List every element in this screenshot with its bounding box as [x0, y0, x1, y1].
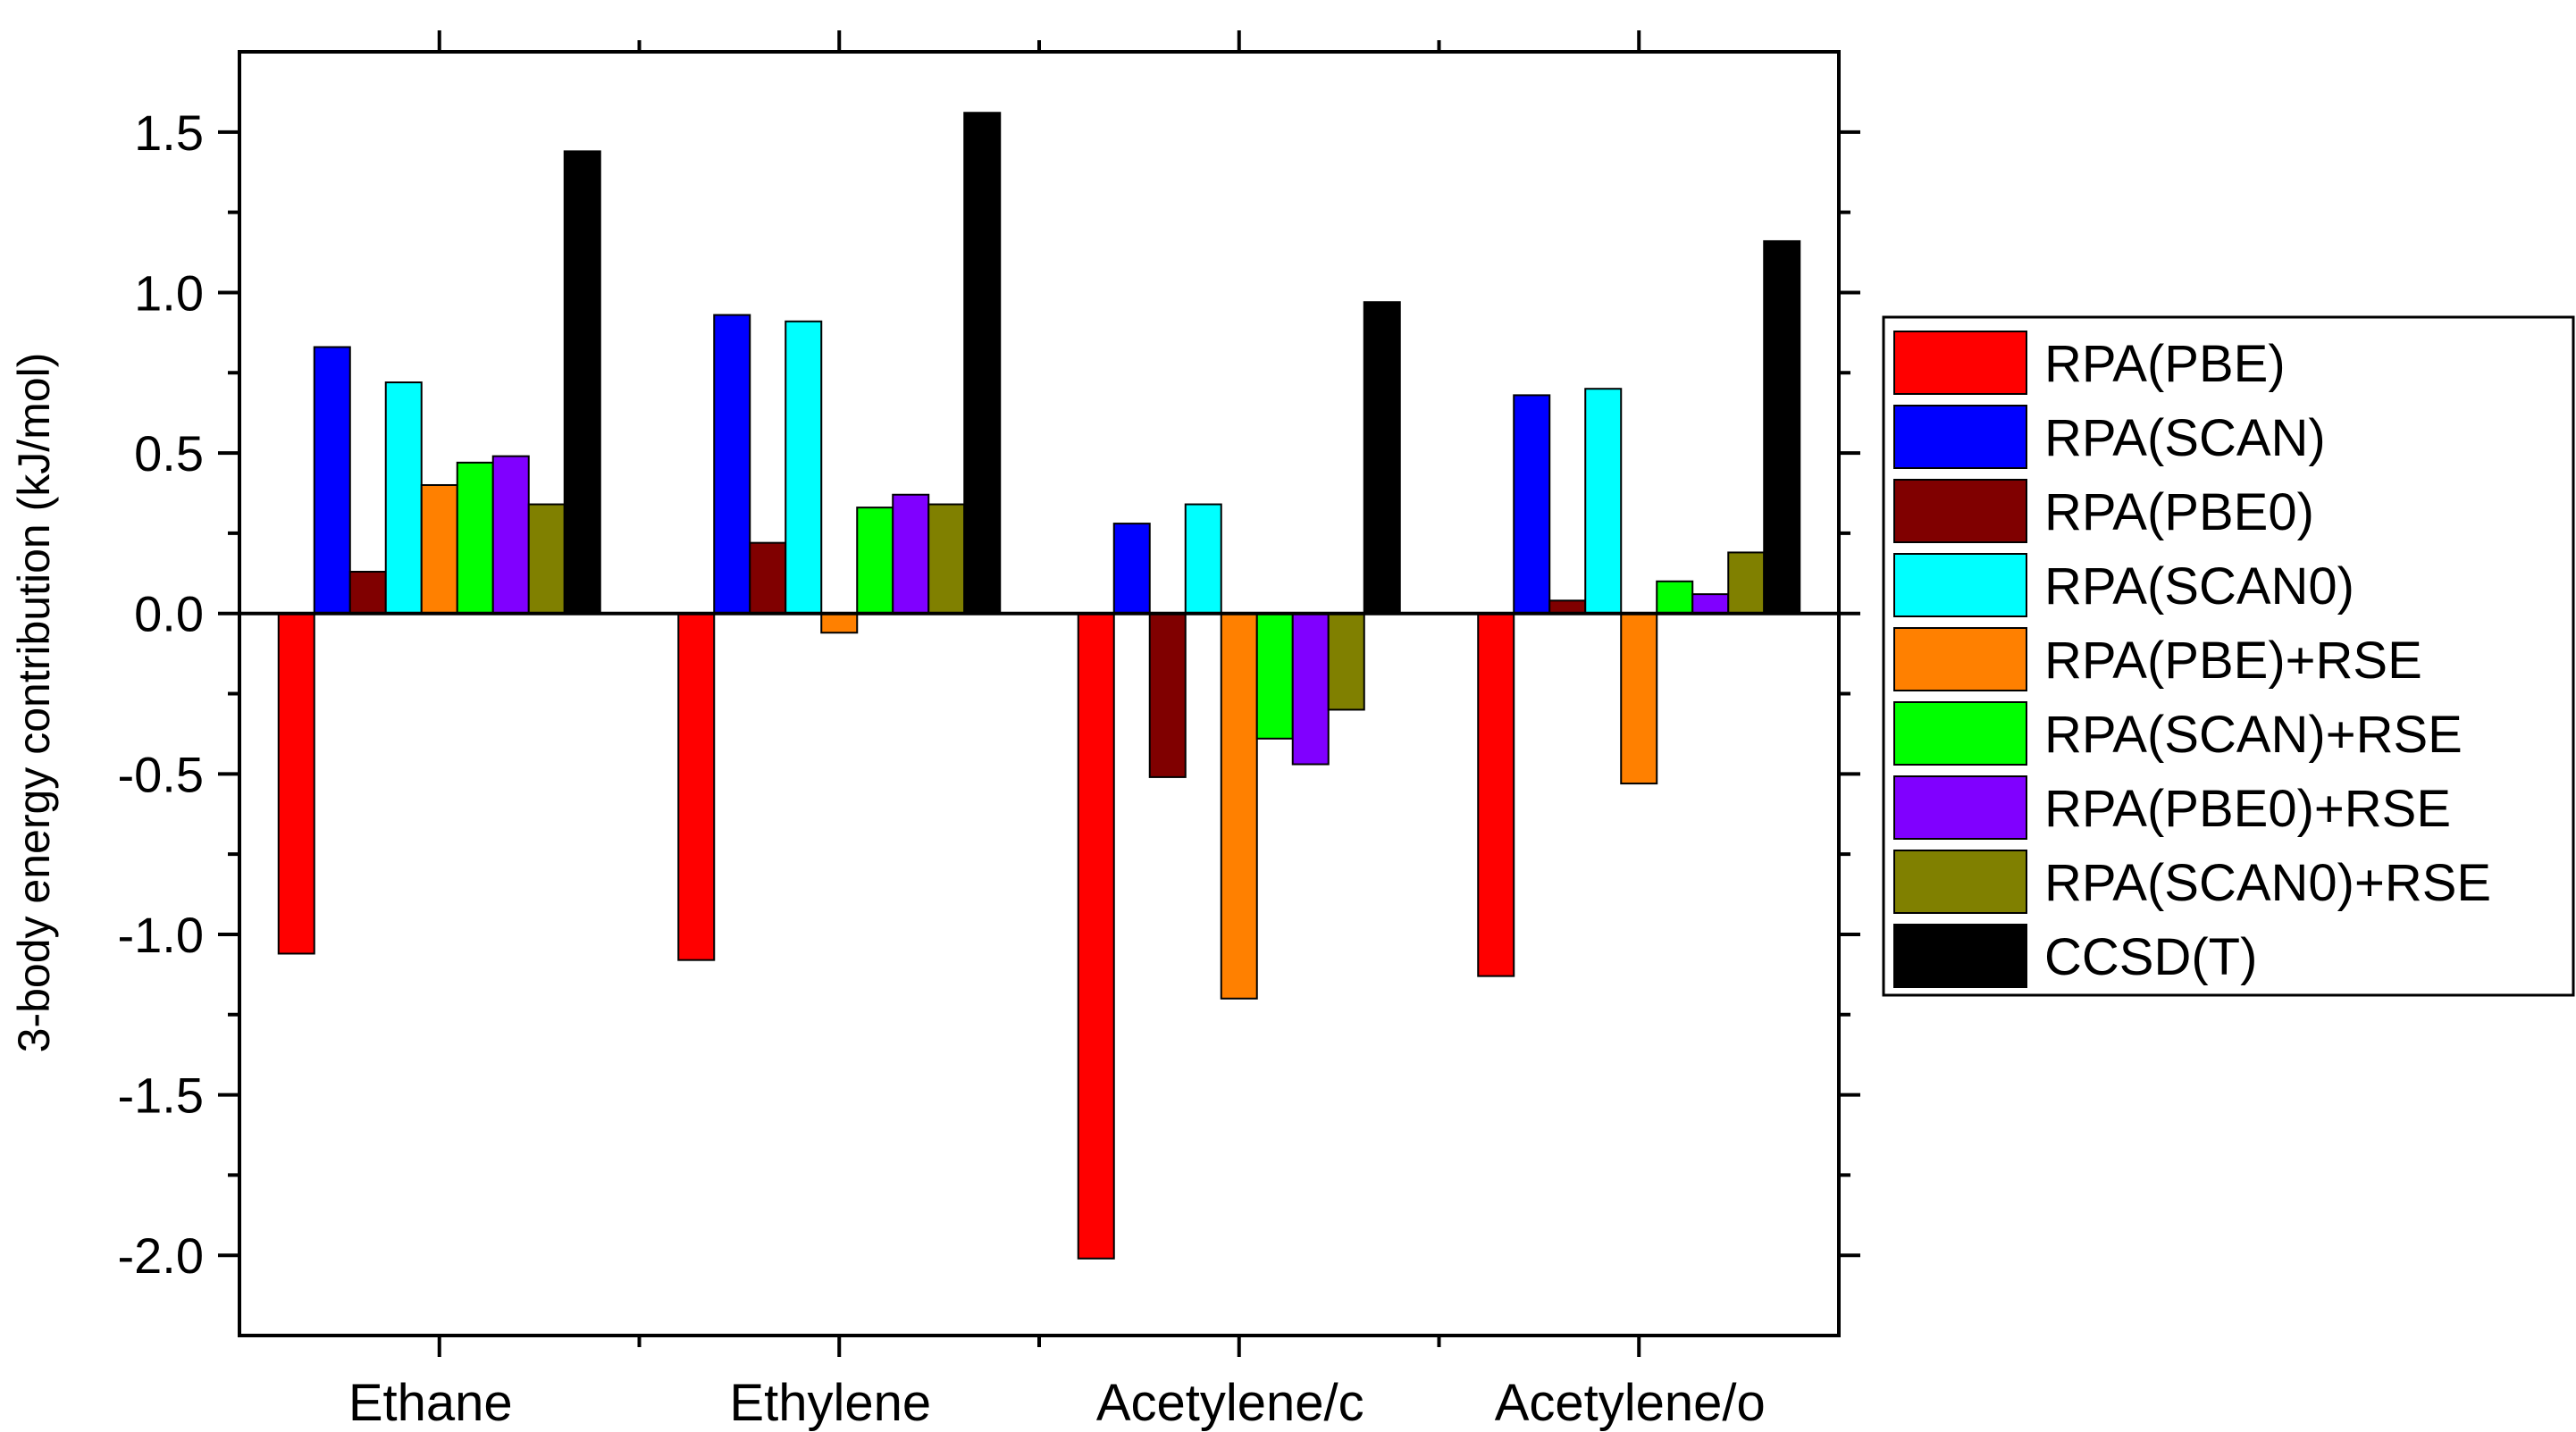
- bars-group: [277, 112, 1801, 1260]
- x-tick-label: Ethylene: [729, 1374, 931, 1432]
- legend-label: RPA(PBE): [2044, 335, 2286, 393]
- bar: [713, 314, 751, 615]
- bar: [1548, 599, 1587, 615]
- bar: [1077, 612, 1115, 1260]
- bar: [1363, 301, 1401, 615]
- bar: [1220, 612, 1258, 1000]
- legend-label: CCSD(T): [2044, 928, 2257, 986]
- y-axis: -2.0 -1.5 -1.0 -0.5 0.0 0.5 1.0 1.5: [118, 105, 1860, 1284]
- bar: [927, 503, 966, 615]
- legend-label: RPA(PBE0)+RSE: [2044, 780, 2451, 838]
- legend-swatch: [1893, 775, 2027, 840]
- legend-label: RPA(SCAN0): [2044, 557, 2354, 616]
- bar: [1620, 612, 1658, 785]
- legend-label: RPA(SCAN)+RSE: [2044, 706, 2463, 764]
- bar: [420, 483, 458, 615]
- bar: [749, 541, 787, 615]
- bar: [1656, 580, 1694, 615]
- legend-swatch: [1893, 924, 2027, 988]
- bar: [892, 493, 930, 615]
- bar: [277, 612, 315, 955]
- legend-swatch: [1893, 479, 2027, 543]
- legend-swatch: [1893, 405, 2027, 469]
- legend-swatch: [1893, 627, 2027, 691]
- bar: [1763, 239, 1801, 615]
- bar: [677, 612, 716, 961]
- bar: [1513, 394, 1551, 615]
- bar: [456, 461, 494, 615]
- bar: [1477, 612, 1515, 977]
- y-tick-label: -1.0: [118, 907, 205, 963]
- bar: [527, 503, 566, 615]
- legend-label: RPA(PBE0): [2044, 483, 2314, 541]
- x-axis: Ethane Ethylene Acetylene/c Acetylene/o: [348, 30, 1766, 1432]
- bar: [1184, 503, 1222, 615]
- x-tick-label: Acetylene/c: [1096, 1374, 1364, 1432]
- y-tick-label: -1.5: [118, 1068, 205, 1124]
- bar: [820, 612, 859, 634]
- y-tick-label: -2.0: [118, 1227, 205, 1284]
- bar: [563, 150, 601, 615]
- legend-swatch: [1893, 331, 2027, 395]
- legend-label: RPA(SCAN): [2044, 409, 2326, 467]
- y-tick-label: 1.5: [134, 105, 204, 161]
- x-tick-label: Ethane: [348, 1374, 513, 1432]
- legend-label: RPA(SCAN0)+RSE: [2044, 854, 2491, 912]
- legend-swatch: [1893, 553, 2027, 617]
- bar: [1148, 612, 1187, 778]
- legend-label: RPA(PBE)+RSE: [2044, 632, 2422, 690]
- bar: [1291, 612, 1330, 766]
- legend: RPA(PBE) RPA(SCAN) RPA(PBE0) RPA(SCAN0) RPA(…: [1882, 315, 2575, 997]
- y-tick-label: 0.5: [134, 425, 204, 482]
- bar: [1327, 612, 1365, 711]
- bar: [1727, 551, 1766, 615]
- y-tick-label: 1.0: [134, 264, 204, 321]
- legend-swatch: [1893, 850, 2027, 914]
- y-axis-title: 3-body energy contribution (kJ/mol): [9, 353, 59, 1053]
- bar: [1255, 612, 1294, 740]
- y-tick-label: -0.5: [118, 746, 205, 802]
- bar: [785, 320, 823, 615]
- bar: [1584, 388, 1623, 615]
- legend-swatch: [1893, 701, 2027, 766]
- x-tick-label: Acetylene/o: [1495, 1374, 1766, 1432]
- bar: [313, 346, 351, 615]
- bar: [384, 381, 423, 615]
- bar: [963, 112, 1002, 615]
- bar: [1112, 523, 1151, 615]
- bar: [348, 570, 387, 615]
- bar: [856, 507, 894, 615]
- bar: [491, 455, 530, 615]
- bar: [1691, 593, 1730, 615]
- y-tick-label: 0.0: [134, 586, 204, 642]
